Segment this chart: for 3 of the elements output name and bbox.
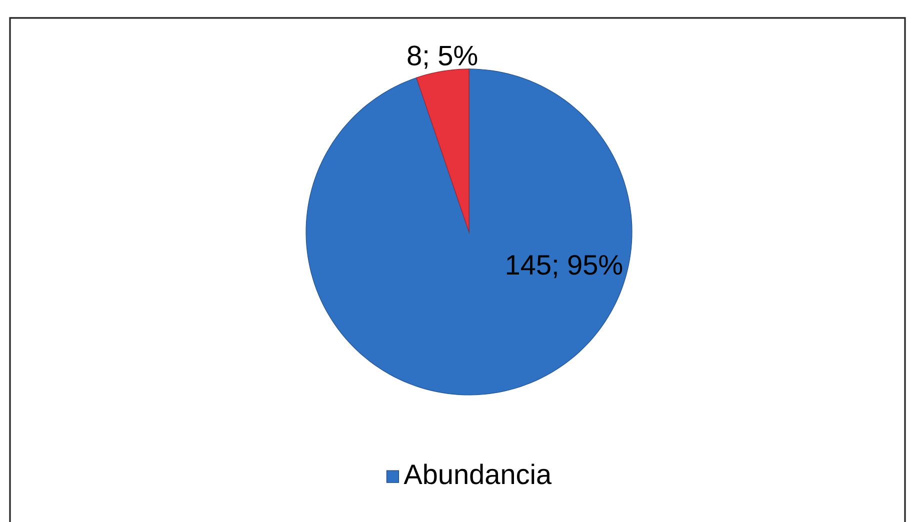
data-label: 145; 95% bbox=[506, 254, 622, 278]
legend-label: Abundancia bbox=[404, 464, 552, 484]
data-label: 8; 5% bbox=[408, 46, 478, 69]
